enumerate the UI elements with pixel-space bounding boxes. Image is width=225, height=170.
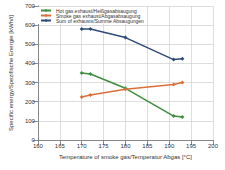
svg-text:Smoke gas exhaust/Abgasabsaugu: Smoke gas exhaust/Abgasabsaugung <box>56 12 141 19</box>
svg-text:600: 600 <box>25 22 36 28</box>
svg-text:300: 300 <box>25 80 36 86</box>
svg-text:190: 190 <box>164 143 175 149</box>
svg-text:Hot gas exhaust/Heißgasabsaugu: Hot gas exhaust/Heißgasabsaugung <box>56 7 137 14</box>
svg-text:185: 185 <box>142 143 153 149</box>
svg-text:165: 165 <box>55 143 66 149</box>
svg-text:200: 200 <box>25 99 36 105</box>
svg-text:175: 175 <box>99 143 110 149</box>
svg-text:400: 400 <box>25 60 36 66</box>
svg-text:Temperature of smoke gas/Tempe: Temperature of smoke gas/Temperatur Abga… <box>59 154 192 160</box>
svg-text:195: 195 <box>186 143 197 149</box>
svg-text:180: 180 <box>120 143 131 149</box>
svg-text:200: 200 <box>208 143 219 149</box>
svg-text:170: 170 <box>77 143 88 149</box>
svg-text:100: 100 <box>25 118 36 124</box>
svg-text:0: 0 <box>31 137 35 143</box>
svg-text:160: 160 <box>33 143 44 149</box>
svg-text:Specific energy/Spezifische En: Specific energy/Spezifische Energie [kWh… <box>8 15 14 131</box>
svg-text:500: 500 <box>25 41 36 47</box>
svg-text:Sum of exhausts/Summe Absaugun: Sum of exhausts/Summe Absaugungen <box>56 18 144 24</box>
svg-text:700: 700 <box>25 3 36 9</box>
